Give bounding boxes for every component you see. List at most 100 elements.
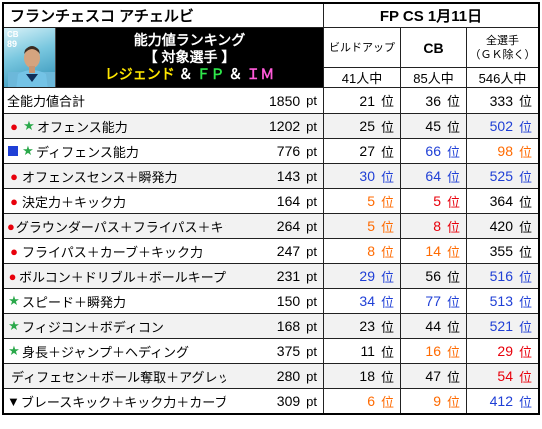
- row-label: ★ フィジコン＋ボディコン: [4, 314, 226, 338]
- rank-number: 8: [433, 218, 441, 234]
- rank-unit: 位: [518, 319, 532, 335]
- title-line1: 能力値ランキング: [133, 32, 246, 48]
- value-number: 375: [276, 343, 301, 359]
- rank-unit: 位: [446, 94, 460, 109]
- rank-unit: 位: [518, 244, 532, 260]
- rank-number: 5: [367, 218, 375, 234]
- rank-cell: 333 位: [467, 88, 538, 113]
- rank-cell: 18 位: [324, 364, 401, 388]
- rank-unit: 位: [446, 194, 460, 210]
- rank-cell: 513 位: [467, 289, 538, 313]
- rank-unit: 位: [446, 294, 460, 310]
- row-value: 1850 pt: [226, 88, 324, 113]
- value-unit: pt: [306, 393, 317, 409]
- rank-cell: 98 位: [467, 139, 538, 163]
- table-row: ● ★ オフェンス能力 1202 pt 25 位 45 位 502 位: [4, 113, 538, 138]
- rank-unit: 位: [380, 394, 394, 410]
- green-star-icon: ★: [8, 293, 20, 308]
- rank-number: 98: [497, 143, 513, 159]
- rank-cell: 64 位: [401, 164, 467, 188]
- rank-number: 45: [425, 118, 441, 134]
- value-number: 143: [276, 168, 301, 184]
- rank-cell: 45 位: [401, 114, 467, 138]
- row-value: 150 pt: [226, 289, 324, 313]
- table-row: ▼ブレースキック＋キック力＋カーブ＋決定力309pt6位9位412位: [4, 388, 538, 413]
- row-label-text: フライパス＋カーブ＋キック力: [22, 244, 203, 260]
- rank-number: 11: [360, 343, 375, 359]
- title-line2: 【 対象選手 】: [143, 49, 236, 65]
- row-value: 264 pt: [226, 214, 324, 238]
- rank-unit: 位: [446, 369, 460, 385]
- value-unit: pt: [306, 118, 317, 134]
- green-star-icon: ★: [8, 318, 20, 333]
- rank-unit: 位: [446, 319, 460, 335]
- table-row: ●グラウンダーパス＋フライパス＋キック力264pt5位8位420位: [4, 213, 538, 238]
- column-all-label: 全選手 （ＧＫ除く）: [469, 34, 536, 61]
- row-label-text: ディフェセン＋ボール奪取＋アグレッシブ: [11, 369, 226, 385]
- rank-unit: 位: [446, 119, 460, 135]
- rank-cell: 66 位: [401, 139, 467, 163]
- row-label: 全能力値合計: [4, 88, 226, 113]
- row-value: 143 pt: [226, 164, 324, 188]
- row-value: 1202 pt: [226, 114, 324, 138]
- rank-number: 64: [425, 168, 441, 184]
- rank-unit: 位: [380, 194, 394, 210]
- rank-unit: 位: [380, 119, 394, 135]
- rank-unit: 位: [380, 94, 394, 109]
- value-number: 168: [276, 318, 301, 334]
- value-number: 309: [276, 393, 301, 409]
- rank-number: 5: [367, 193, 375, 209]
- table-row: ● 決定力＋キック力 164 pt 5 位 5 位 364 位: [4, 188, 538, 213]
- rank-cell: 36 位: [401, 88, 467, 113]
- rank-cell: 525 位: [467, 164, 538, 188]
- table-row: ★ 身長＋ジャンプ＋ヘディング 375 pt 11 位 16 位 29 位: [4, 338, 538, 363]
- title-area: CB 89 能力値ランキング 【 対象選手 】 レジェンド ＆ ＦＰ ＆ ＩＭ: [4, 28, 323, 87]
- date-label: FP CS 1月11日: [324, 4, 538, 28]
- table-row: ● ボルコン＋ドリブル＋ボールキープ 231 pt 29 位 56 位 516 位: [4, 263, 538, 288]
- row-label: ★ スピード＋瞬発力: [4, 289, 226, 313]
- fp-label: ＦＰ: [196, 66, 225, 82]
- player-portrait-icon: [8, 46, 55, 87]
- rank-unit: 位: [380, 169, 394, 185]
- row-value: 247 pt: [226, 239, 324, 263]
- rank-number: 54: [497, 368, 513, 384]
- rank-cell: 77 位: [401, 289, 467, 313]
- row-label: ●グラウンダーパス＋フライパス＋キック力: [4, 214, 226, 238]
- value-unit: pt: [306, 93, 317, 108]
- player-card: CB 89: [4, 28, 56, 87]
- rank-number: 9: [433, 393, 441, 409]
- rank-cell: 30 位: [324, 164, 401, 188]
- rank-unit: 位: [380, 244, 394, 260]
- rank-cell: 47 位: [401, 364, 467, 388]
- row-value: 280 pt: [226, 364, 324, 388]
- card-rating: 89: [7, 39, 18, 49]
- rank-number: 27: [359, 143, 375, 159]
- row-value: 164 pt: [226, 189, 324, 213]
- value-unit: pt: [306, 318, 317, 334]
- value-unit: pt: [306, 368, 317, 384]
- rank-unit: 位: [380, 344, 394, 360]
- value-unit: pt: [306, 193, 317, 209]
- row-label-text: オフェンス能力: [37, 119, 128, 135]
- red-dot-icon: ●: [7, 218, 15, 234]
- value-unit: pt: [306, 218, 317, 234]
- rank-number: 36: [425, 92, 441, 109]
- header: フランチェスコ アチェルビ CB 89 能力値ランキング: [4, 4, 538, 88]
- rank-number: 66: [425, 143, 441, 159]
- value-number: 164: [276, 193, 301, 209]
- rank-number: 25: [359, 118, 375, 134]
- row-label: ● オフェンスセンス＋瞬発力: [4, 164, 226, 188]
- row-label-text: 全能力値合計: [7, 94, 86, 109]
- im-label: ＩＭ: [246, 66, 275, 82]
- value-unit: pt: [306, 143, 317, 159]
- header-right: FP CS 1月11日 ビルドアップ CB 全選手 （ＧＫ除く） 41人中 85…: [324, 4, 538, 87]
- green-star-icon: ★: [22, 143, 34, 158]
- value-number: 280: [276, 368, 301, 384]
- rank-cell: 44 位: [401, 314, 467, 338]
- table-row: ★ ディフェンス能力 776 pt 27 位 66 位 98 位: [4, 138, 538, 163]
- column-cb-label: CB: [401, 28, 467, 67]
- rank-cell: 420 位: [467, 214, 538, 238]
- row-label: ディフェセン＋ボール奪取＋アグレッシブ: [4, 364, 226, 388]
